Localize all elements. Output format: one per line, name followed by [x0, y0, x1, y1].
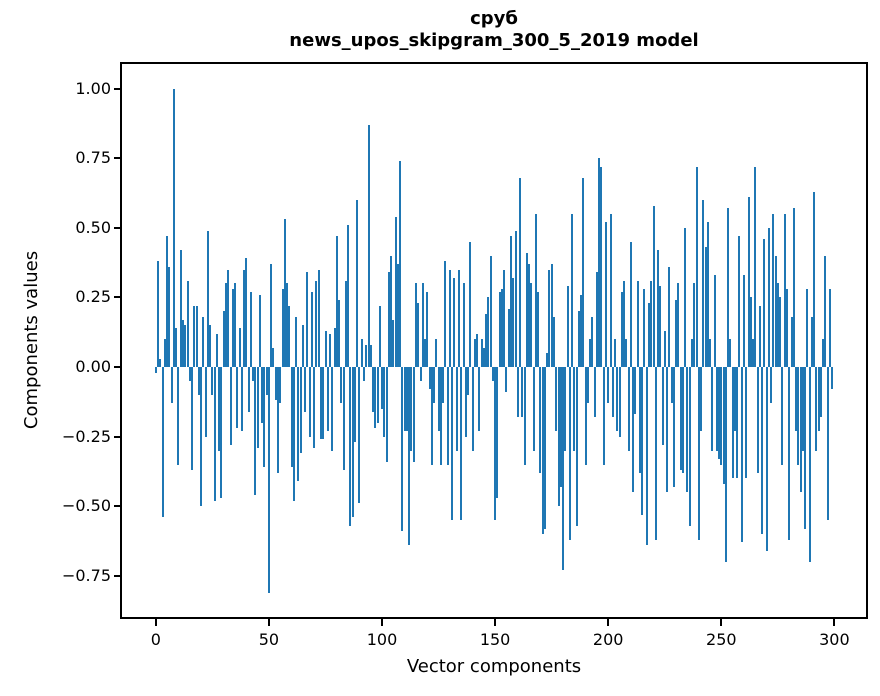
chart-title-word: сруб	[470, 8, 518, 29]
plot-area	[120, 62, 868, 619]
x-tick-label: 100	[366, 630, 398, 649]
x-tick-label: 300	[819, 630, 850, 649]
x-tick-label: 200	[592, 630, 624, 649]
x-tick-label: 0	[150, 630, 161, 649]
chart-title-model: news_upos_skipgram_300_5_2019 model	[289, 30, 699, 51]
y-tick-label: 1.00	[75, 78, 111, 98]
x-tick-label: 150	[479, 630, 511, 649]
x-tick-label: 250	[706, 630, 737, 649]
x-tick-label: 50	[258, 630, 280, 649]
y-tick-label: −0.25	[61, 426, 111, 446]
x-tick-mark	[833, 619, 836, 626]
y-tick-label: 0.00	[75, 357, 111, 376]
y-tick-label: −0.50	[61, 496, 111, 516]
x-tick-mark	[494, 619, 497, 626]
x-tick-mark	[607, 619, 610, 626]
y-tick-label: 0.25	[75, 287, 111, 307]
y-tick-label: 0.50	[75, 217, 111, 237]
y-tick-label: 0.75	[75, 148, 111, 168]
x-tick-mark	[720, 619, 723, 626]
x-tick-mark	[154, 619, 157, 626]
x-tick-mark	[381, 619, 383, 626]
x-axis-label: Vector components	[406, 656, 582, 677]
y-axis-label: Components values	[21, 250, 42, 430]
chart-title: сруб news_upos_skipgram_300_5_2019 model	[122, 8, 866, 52]
x-tick-mark	[267, 619, 270, 626]
y-tick-label: −0.75	[61, 565, 111, 585]
